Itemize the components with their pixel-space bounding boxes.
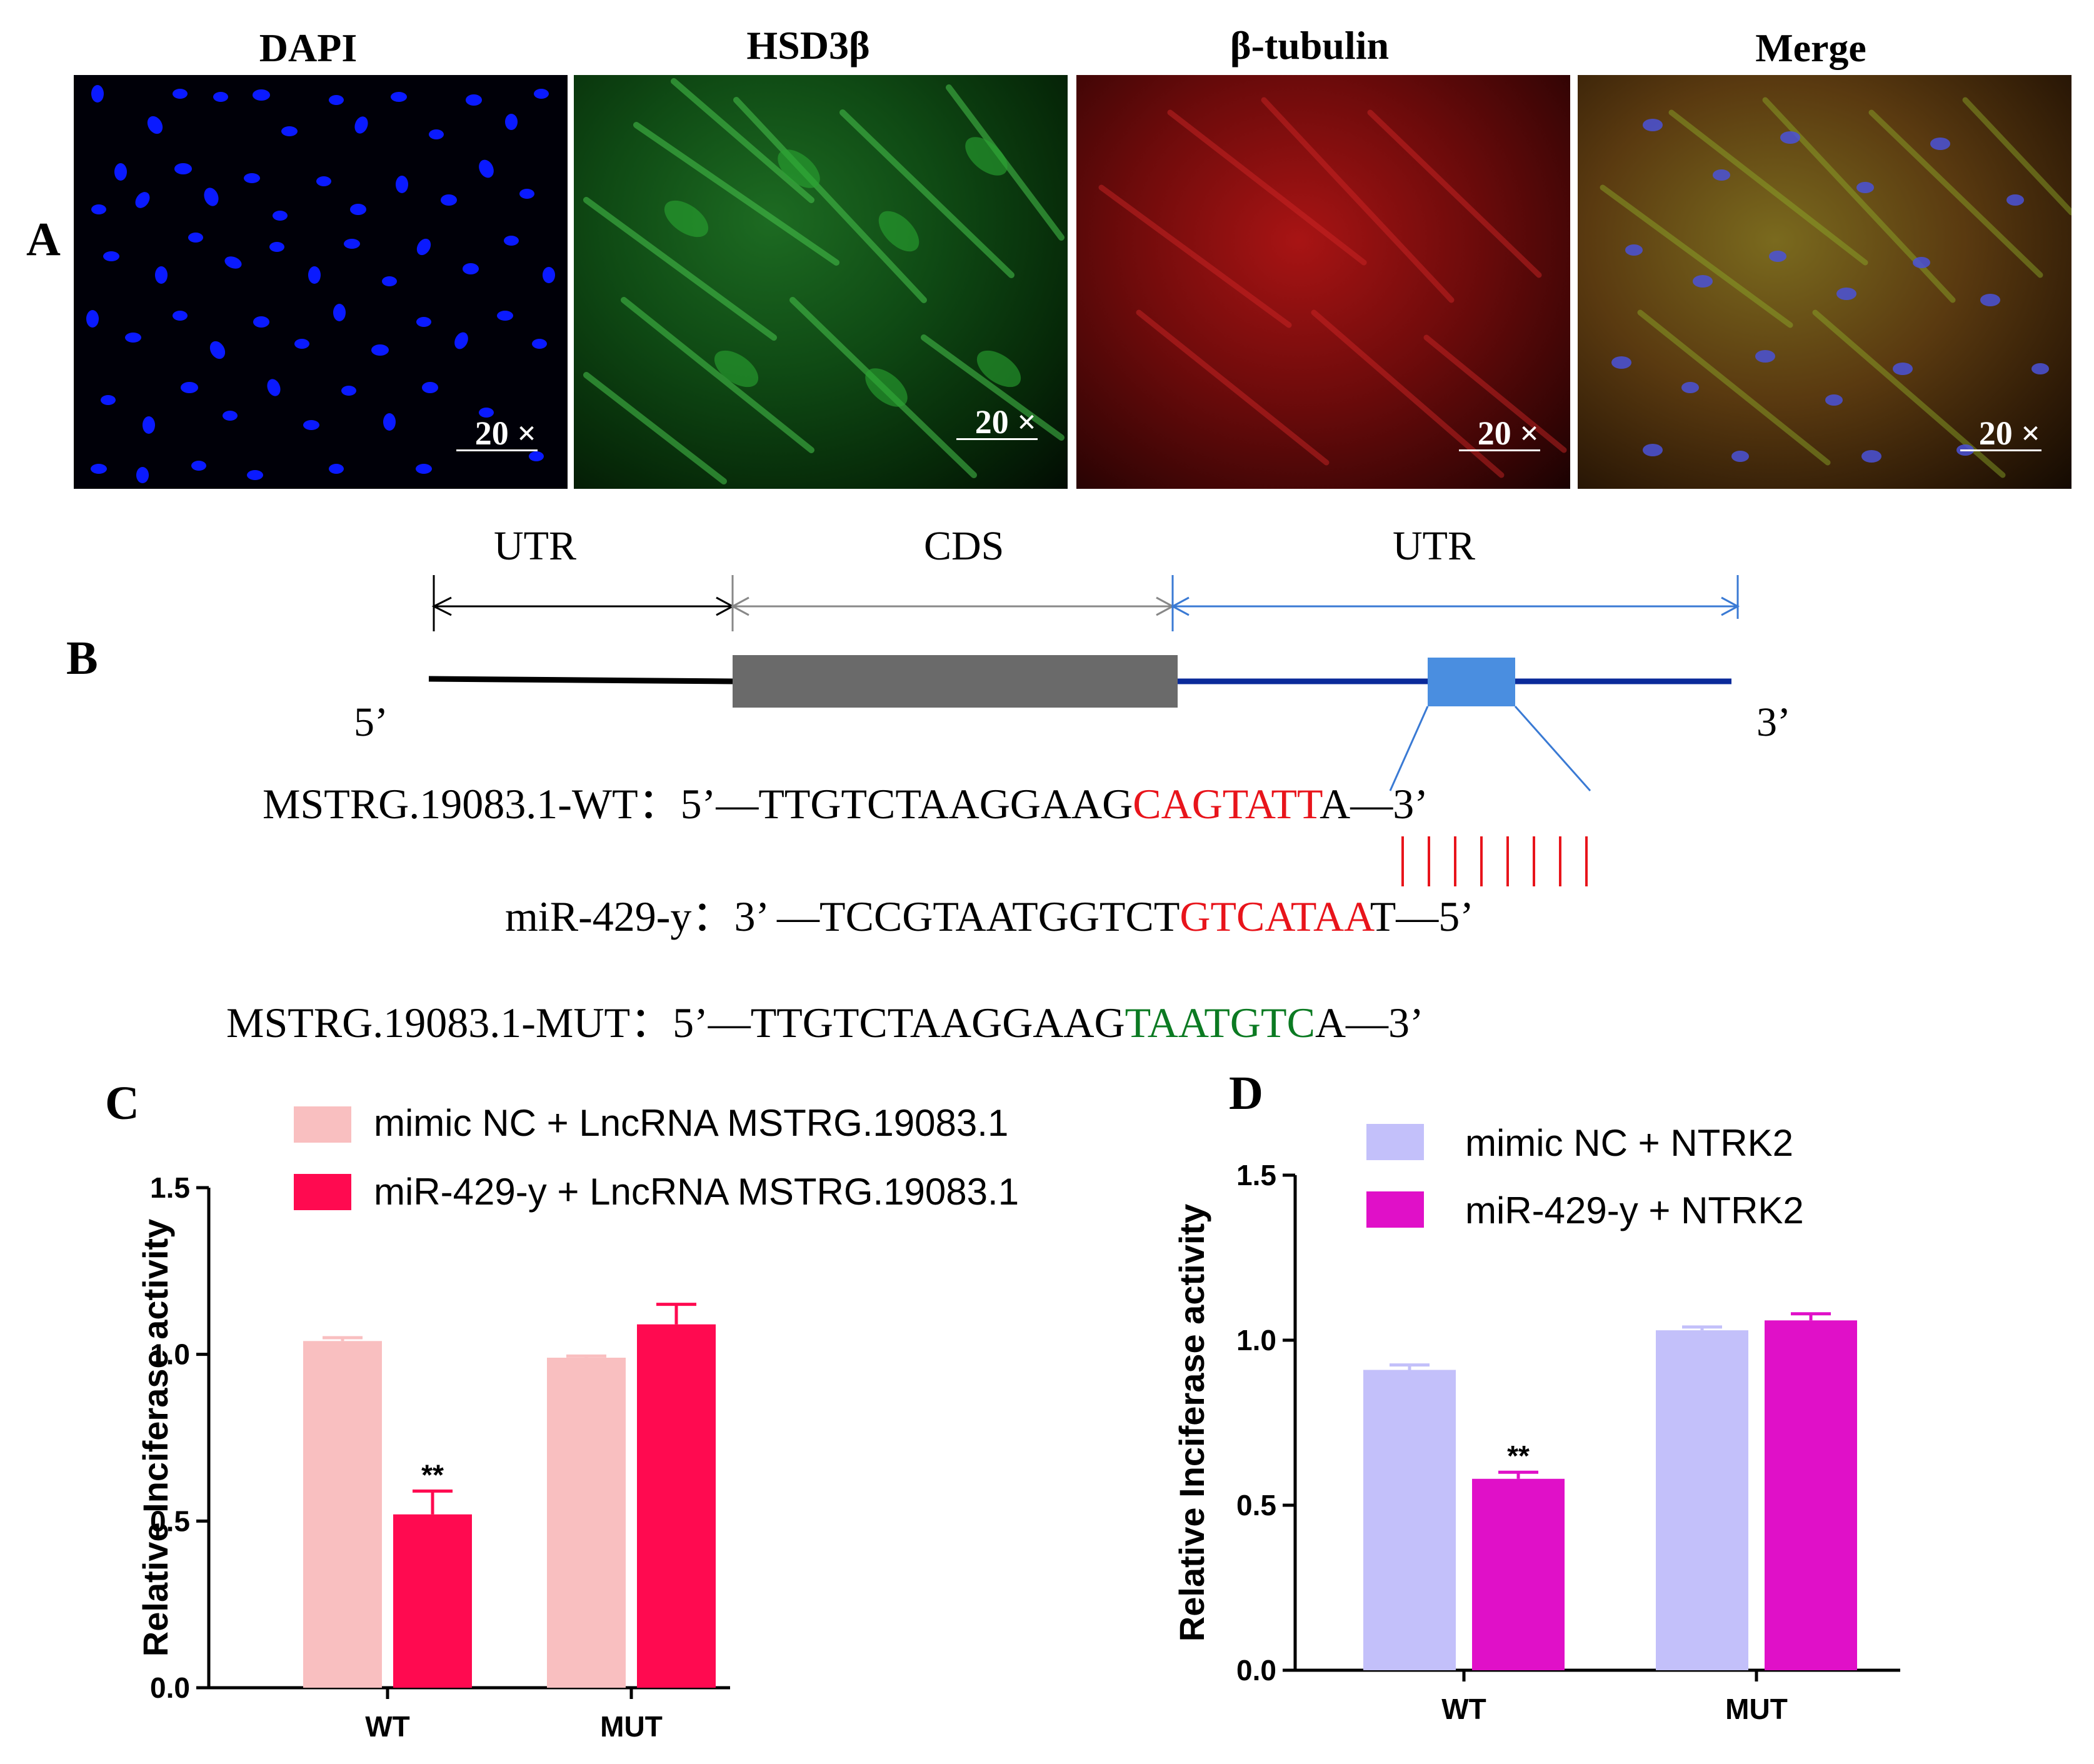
seq-mut-site: TAATGTC bbox=[1125, 999, 1315, 1046]
chart-c-ytick-label-0: 0.0 bbox=[150, 1671, 190, 1704]
chart-d-bar-mut-s1 bbox=[1765, 1320, 1857, 1670]
chart-d-ytick-label-0: 0.0 bbox=[1236, 1654, 1276, 1686]
seq-mir-end: T—5’ bbox=[1370, 893, 1474, 940]
chart-d-y-label: Relative Inciferase activity bbox=[1172, 1204, 1211, 1641]
scale-label: 20 × bbox=[1477, 414, 1539, 452]
image-hsd3b: 20 × bbox=[574, 75, 1068, 489]
scale-bar bbox=[456, 449, 538, 451]
scale-bar bbox=[1960, 449, 2041, 451]
legend-swatch-d-0 bbox=[1366, 1124, 1424, 1160]
legend-label-d-1: miR-429-y + NTRK2 bbox=[1465, 1190, 1804, 1231]
seq-wt-sep: ： bbox=[638, 780, 681, 828]
region-utr-3: UTR bbox=[1393, 523, 1475, 569]
seq-mut-name: MSTRG.19083.1-MUT bbox=[226, 999, 631, 1046]
seq-mir-start: 3’ —TCCGTAATGGTCT bbox=[734, 893, 1180, 940]
panel-label-b: B bbox=[66, 632, 98, 684]
legend-label-c-0: mimic NC + LncRNA MSTRG.19083.1 bbox=[374, 1102, 1009, 1144]
region-cds: CDS bbox=[924, 523, 1004, 569]
seq-wt: MSTRG.19083.1-WT：5’—TTGTCTAAGGAAGCAGTATT… bbox=[263, 769, 1428, 831]
five-prime-label: 5’ bbox=[354, 699, 388, 745]
seq-mir-site: GTCATAA bbox=[1180, 893, 1370, 940]
seq-mut: MSTRG.19083.1-MUT：5’—TTGTCTAAGGAAGTAATGT… bbox=[226, 988, 1424, 1050]
title-merge: Merge bbox=[1755, 26, 1866, 70]
chart-c-ytick-label-3: 1.5 bbox=[150, 1171, 190, 1204]
chart-d-bar-mut-s0 bbox=[1656, 1330, 1748, 1670]
chart-d-ytick-label-3: 1.5 bbox=[1236, 1159, 1276, 1191]
hsd3b-cells bbox=[583, 78, 1065, 484]
seq-wt-end: A—3’ bbox=[1320, 780, 1428, 828]
seq-mut-sep: ： bbox=[630, 999, 673, 1046]
chart-c-bar-wt-s1 bbox=[393, 1514, 472, 1688]
scale-label: 20 × bbox=[1978, 414, 2040, 452]
image-merge: 20 × bbox=[1578, 75, 2071, 489]
chart-c-sig-annotation-0: ** bbox=[421, 1458, 444, 1491]
three-prime-label: 3’ bbox=[1756, 699, 1791, 745]
legend-label-d-0: mimic NC + NTRK2 bbox=[1465, 1122, 1794, 1164]
chart-d-sig-annotation-0: ** bbox=[1507, 1440, 1530, 1472]
panel-label-a: A bbox=[26, 213, 61, 266]
scale-label: 20 × bbox=[974, 403, 1036, 441]
chart-c-bar-mut-s0 bbox=[547, 1358, 626, 1688]
title-hsd3b: HSD3β bbox=[746, 23, 870, 68]
legend-swatch-c-1 bbox=[294, 1174, 351, 1210]
legend-swatch-c-0 bbox=[294, 1106, 351, 1143]
chart-d-xtick-label-mut: MUT bbox=[1725, 1693, 1788, 1725]
chart-d-xtick-label-wt: WT bbox=[1441, 1693, 1486, 1725]
seq-mir-name: miR-429-y bbox=[505, 893, 692, 940]
seq-mut-start: 5’—TTGTCTAAGGAAG bbox=[673, 999, 1125, 1046]
legend-swatch-d-1 bbox=[1366, 1191, 1424, 1228]
scale-bar bbox=[1459, 449, 1540, 451]
chart-c-ytick-label-2: 1.0 bbox=[150, 1338, 190, 1371]
title-b-tubulin: β-tubulin bbox=[1230, 23, 1390, 68]
chart-c-y-label: Relative Inciferase activity bbox=[136, 1219, 175, 1656]
legend-label-c-1: miR-429-y + LncRNA MSTRG.19083.1 bbox=[374, 1171, 1019, 1213]
chart-c-xtick-label-wt: WT bbox=[365, 1710, 410, 1743]
chart-d-ytick-label-2: 1.0 bbox=[1236, 1324, 1276, 1356]
scale-bar bbox=[956, 438, 1038, 440]
seq-wt-site: CAGTATT bbox=[1133, 780, 1320, 828]
seq-wt-start: 5’—TTGTCTAAGGAAG bbox=[680, 780, 1133, 828]
seq-mir: miR-429-y：3’ —TCCGTAATGGTCTGTCATAAT—5’ bbox=[505, 881, 1474, 943]
chart-c-bar-mut-s1 bbox=[637, 1324, 716, 1688]
chart-d-bar-wt-s1 bbox=[1472, 1478, 1565, 1670]
region-utr-5: UTR bbox=[494, 523, 576, 569]
seq-mir-sep: ： bbox=[691, 893, 734, 940]
image-b-tubulin: 20 × bbox=[1076, 75, 1570, 489]
seq-mut-end: A—3’ bbox=[1315, 999, 1424, 1046]
chart-c-ytick-label-1: 0.5 bbox=[150, 1505, 190, 1537]
chart-d-bar-wt-s0 bbox=[1363, 1370, 1456, 1670]
title-dapi: DAPI bbox=[259, 26, 358, 70]
panel-label-d: D bbox=[1229, 1067, 1263, 1120]
dapi-nuclei bbox=[86, 85, 555, 483]
scale-label: 20 × bbox=[474, 414, 536, 452]
chart-d-ytick-label-1: 0.5 bbox=[1236, 1489, 1276, 1521]
chart-c-xtick-label-mut: MUT bbox=[600, 1710, 663, 1743]
tubulin-fibers bbox=[1098, 97, 1567, 478]
seq-wt-name: MSTRG.19083.1-WT bbox=[263, 780, 638, 828]
panel-label-c: C bbox=[105, 1077, 139, 1130]
image-dapi: 20 × bbox=[74, 75, 568, 489]
chart-c-bar-wt-s0 bbox=[303, 1341, 382, 1688]
